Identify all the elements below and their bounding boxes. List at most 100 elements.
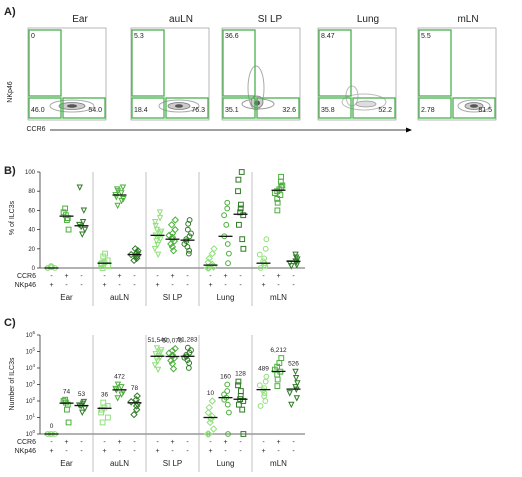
c-data-point xyxy=(226,409,232,416)
b-data-point xyxy=(237,205,244,212)
tick-base: 10 xyxy=(26,366,33,372)
b-data-point xyxy=(235,176,242,183)
b-data-point xyxy=(224,199,231,206)
b-data-point xyxy=(171,216,179,224)
b-data-point xyxy=(292,251,299,259)
c-data-point xyxy=(79,409,86,417)
b-data-point xyxy=(183,236,190,243)
quadrant-ll-value: 35.1 xyxy=(225,107,239,114)
gate-lower-left xyxy=(318,97,352,119)
b-y-tick-label: 100 xyxy=(25,170,36,176)
c-nkp46-sign: - xyxy=(292,448,295,455)
c-ccr6-sign: - xyxy=(262,439,265,446)
c-ccr6-row-label: CCR6 xyxy=(17,439,36,446)
b-data-point xyxy=(154,251,162,259)
b-data-point xyxy=(167,221,176,229)
b-data-point xyxy=(277,192,284,198)
tick-base: 10 xyxy=(26,383,33,389)
tick-base: 10 xyxy=(26,333,33,339)
b-data-point xyxy=(279,182,286,189)
flow-plot-frame xyxy=(417,27,497,121)
b-nkp46-sign: + xyxy=(102,282,106,289)
b-nkp46-row-label: NKp46 xyxy=(15,282,37,289)
b-ccr6-sign: - xyxy=(239,273,242,280)
c-data-point xyxy=(224,401,231,408)
tick-base: 10 xyxy=(26,399,33,405)
panel-c-ylabel: Number of ILC3s xyxy=(9,357,16,410)
panel-a-letter: A) xyxy=(4,6,16,18)
c-data-point xyxy=(205,430,213,438)
b-ccr6-sign: - xyxy=(103,273,106,280)
b-ccr6-sign: + xyxy=(64,273,68,280)
c-y-tick-label: 102 xyxy=(26,396,36,405)
b-data-point xyxy=(238,169,245,175)
gate-lower-right xyxy=(256,97,300,119)
b-data-point xyxy=(171,225,179,234)
b-data-point xyxy=(263,236,270,243)
b-data-point xyxy=(256,251,263,258)
c-data-point xyxy=(208,397,217,405)
c-data-point xyxy=(184,344,191,351)
gate-lower-right xyxy=(452,97,496,119)
b-data-point xyxy=(186,233,193,240)
b-data-point xyxy=(113,186,121,193)
c-median-label: 10 xyxy=(207,390,215,397)
c-nkp46-sign: - xyxy=(118,448,121,455)
gate-upper-left xyxy=(131,29,165,97)
c-data-point xyxy=(98,409,105,416)
flow-plot-title: Ear xyxy=(72,14,88,25)
panel-b-ylabel: % of ILC3s xyxy=(9,200,16,235)
tick-exponent: 2 xyxy=(32,396,35,401)
b-nkp46-sign: - xyxy=(65,282,68,289)
c-data-point xyxy=(235,382,241,389)
quadrant-ll-value: 35.8 xyxy=(321,107,335,114)
flow-plot-mln: mLN 5.5 2.78 81.5 xyxy=(417,14,497,121)
c-data-point xyxy=(105,414,111,421)
b-data-point xyxy=(114,202,121,210)
b-ccr6-sign: + xyxy=(223,273,227,280)
c-ccr6-sign: - xyxy=(209,439,212,446)
c-median-label: 36 xyxy=(101,392,109,399)
c-y-tick-label: 100 xyxy=(26,429,36,438)
panel-b-marks xyxy=(44,169,301,272)
tick-base: 10 xyxy=(26,432,33,438)
b-nkp46-sign: - xyxy=(239,282,242,289)
b-data-point xyxy=(154,242,161,249)
panel-c: C) Number of ILC3s 100101102103104105106… xyxy=(4,317,305,472)
b-nkp46-sign: + xyxy=(155,282,159,289)
flow-plot-silp: SI LP 36.6 35.1 32.6 xyxy=(221,14,301,121)
flow-plot-lung: Lung 8.47 35.8 52.2 xyxy=(317,14,397,121)
c-nkp46-sign: - xyxy=(65,448,68,455)
quadrant-ll-value: 2.78 xyxy=(421,107,435,114)
b-data-point xyxy=(208,249,217,258)
b-data-point xyxy=(102,250,108,257)
c-data-point xyxy=(256,382,263,389)
b-data-point xyxy=(257,265,264,271)
c-data-point xyxy=(154,366,162,374)
c-category-label: Ear xyxy=(60,459,73,468)
c-data-point xyxy=(130,410,138,419)
c-data-point xyxy=(153,345,161,352)
b-data-point xyxy=(261,255,268,262)
c-ccr6-sign: + xyxy=(117,439,121,446)
tick-exponent: 6 xyxy=(32,330,35,335)
b-data-point xyxy=(76,184,83,191)
b-ccr6-sign: - xyxy=(209,273,212,280)
c-y-tick-label: 101 xyxy=(26,413,36,422)
b-ccr6-sign: + xyxy=(276,273,280,280)
b-nkp46-sign: - xyxy=(118,282,121,289)
density-contour xyxy=(457,99,491,113)
c-ccr6-sign: - xyxy=(156,439,159,446)
gate-lower-right xyxy=(165,97,209,119)
c-ccr6-sign: + xyxy=(170,439,174,446)
b-category-label: Ear xyxy=(60,293,73,302)
density-contour xyxy=(158,99,200,113)
c-data-point xyxy=(261,390,268,397)
b-ccr6-row-label: CCR6 xyxy=(17,273,36,280)
b-data-point xyxy=(134,247,142,255)
quadrant-ul-value: 36.6 xyxy=(225,33,239,40)
c-nkp46-sign: + xyxy=(155,448,159,455)
c-data-point xyxy=(132,405,141,414)
b-data-point xyxy=(205,254,213,263)
